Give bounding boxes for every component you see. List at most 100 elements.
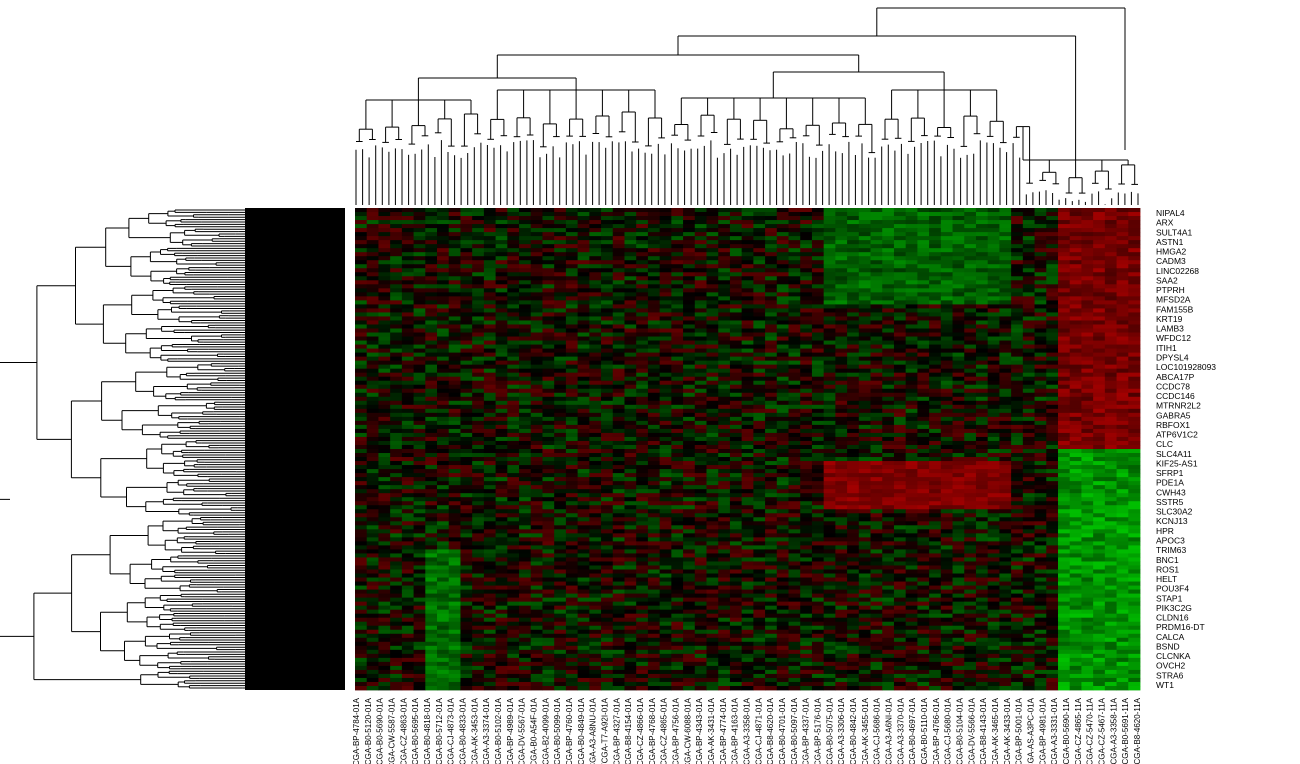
heatmap-cell xyxy=(776,248,789,253)
heatmap-cell xyxy=(800,264,813,269)
heatmap-cell xyxy=(659,216,672,221)
heatmap-cell xyxy=(964,372,977,378)
heatmap-cell xyxy=(366,272,379,277)
heatmap-cell xyxy=(776,428,789,434)
heatmap-cell xyxy=(800,304,813,309)
heatmap-cell xyxy=(390,400,403,406)
heatmap-cell xyxy=(437,384,450,390)
heatmap-cell xyxy=(472,212,485,217)
heatmap-cell xyxy=(636,264,649,269)
heatmap-cell xyxy=(741,312,754,317)
heatmap-cell xyxy=(835,252,848,257)
heatmap-cell xyxy=(519,396,532,402)
heatmap-cell xyxy=(1034,412,1047,418)
heatmap-cell xyxy=(940,432,953,438)
heatmap-cell xyxy=(413,364,426,370)
heatmap-cell xyxy=(929,332,942,337)
heatmap-cell xyxy=(1093,336,1106,341)
heatmap-cell xyxy=(893,280,907,285)
heatmap-cell xyxy=(472,436,485,442)
heatmap-cell xyxy=(776,344,789,349)
heatmap-cell xyxy=(870,264,883,269)
heatmap-cell xyxy=(542,400,555,406)
heatmap-cell xyxy=(729,380,743,386)
heatmap-cell xyxy=(448,216,461,221)
heatmap-cell xyxy=(507,316,520,321)
heatmap-cell xyxy=(940,360,953,366)
heatmap-cell xyxy=(1046,356,1059,362)
heatmap-cell xyxy=(987,416,1000,422)
heatmap-cell xyxy=(1057,356,1071,362)
heatmap-cell xyxy=(507,264,520,269)
heatmap-cell xyxy=(1116,316,1129,321)
heatmap-cell xyxy=(507,252,520,257)
heatmap-cell xyxy=(530,340,543,345)
heatmap-cell xyxy=(1116,308,1129,313)
heatmap-cell xyxy=(542,328,555,333)
heatmap-cell xyxy=(729,232,743,237)
heatmap-cell xyxy=(612,220,625,225)
heatmap-cell xyxy=(811,352,825,358)
heatmap-cell xyxy=(1069,248,1082,253)
heatmap-cell xyxy=(413,384,426,390)
heatmap-cell xyxy=(1116,360,1129,366)
heatmap-cell xyxy=(776,412,789,418)
heatmap-cell xyxy=(765,404,778,410)
heatmap-cell xyxy=(917,356,930,362)
heatmap-cell xyxy=(1011,428,1024,434)
heatmap-cell xyxy=(753,392,766,398)
heatmap-cell xyxy=(542,344,555,349)
heatmap-cell xyxy=(858,332,871,337)
heatmap-cell xyxy=(448,396,461,402)
heatmap-cell xyxy=(706,252,719,257)
heatmap-cell xyxy=(929,208,942,213)
heatmap-cell xyxy=(413,404,426,410)
heatmap-cell xyxy=(495,212,508,217)
heatmap-cell xyxy=(460,292,473,297)
heatmap-cell xyxy=(1093,308,1106,313)
heatmap-cell xyxy=(495,420,508,426)
heatmap-cell xyxy=(1128,368,1141,374)
heatmap-cell xyxy=(1057,376,1071,382)
heatmap-cell xyxy=(847,344,860,349)
heatmap-cell xyxy=(1128,360,1141,366)
heatmap-cell xyxy=(729,264,743,269)
heatmap-cell xyxy=(999,428,1012,434)
heatmap-cell xyxy=(647,240,661,245)
heatmap-cell xyxy=(905,384,918,390)
heatmap-cell xyxy=(671,384,684,390)
heatmap-cell xyxy=(519,308,532,313)
heatmap-cell xyxy=(589,244,602,249)
heatmap-cell xyxy=(647,300,661,305)
heatmap-cell xyxy=(905,224,918,229)
heatmap-cell xyxy=(577,220,590,225)
heatmap-cell xyxy=(694,256,707,261)
heatmap-cell xyxy=(659,240,672,245)
heatmap-cell xyxy=(565,372,579,378)
heatmap-cell xyxy=(390,240,403,245)
heatmap-cell xyxy=(589,396,602,402)
heatmap-cell xyxy=(823,384,836,390)
heatmap-cell xyxy=(472,292,485,297)
heatmap-cell xyxy=(917,312,930,317)
heatmap-cell xyxy=(952,356,965,362)
heatmap-cell xyxy=(753,400,766,406)
heatmap-cell xyxy=(413,240,426,245)
heatmap-cell xyxy=(847,228,860,233)
heatmap-cell xyxy=(776,320,789,325)
heatmap-cell xyxy=(425,340,438,345)
heatmap-cell xyxy=(905,376,918,382)
heatmap-cell xyxy=(425,316,438,321)
heatmap-cell xyxy=(975,244,989,249)
heatmap-cell xyxy=(811,280,825,285)
heatmap-cell xyxy=(999,224,1012,229)
heatmap-cell xyxy=(811,216,825,221)
heatmap-cell xyxy=(1069,364,1082,370)
heatmap-cell xyxy=(1128,424,1141,430)
heatmap-cell xyxy=(624,368,637,374)
heatmap-cell xyxy=(612,252,625,257)
heatmap-cell xyxy=(448,304,461,309)
heatmap-cell xyxy=(694,224,707,229)
heatmap-cell xyxy=(718,300,731,305)
heatmap-cell xyxy=(366,328,379,333)
